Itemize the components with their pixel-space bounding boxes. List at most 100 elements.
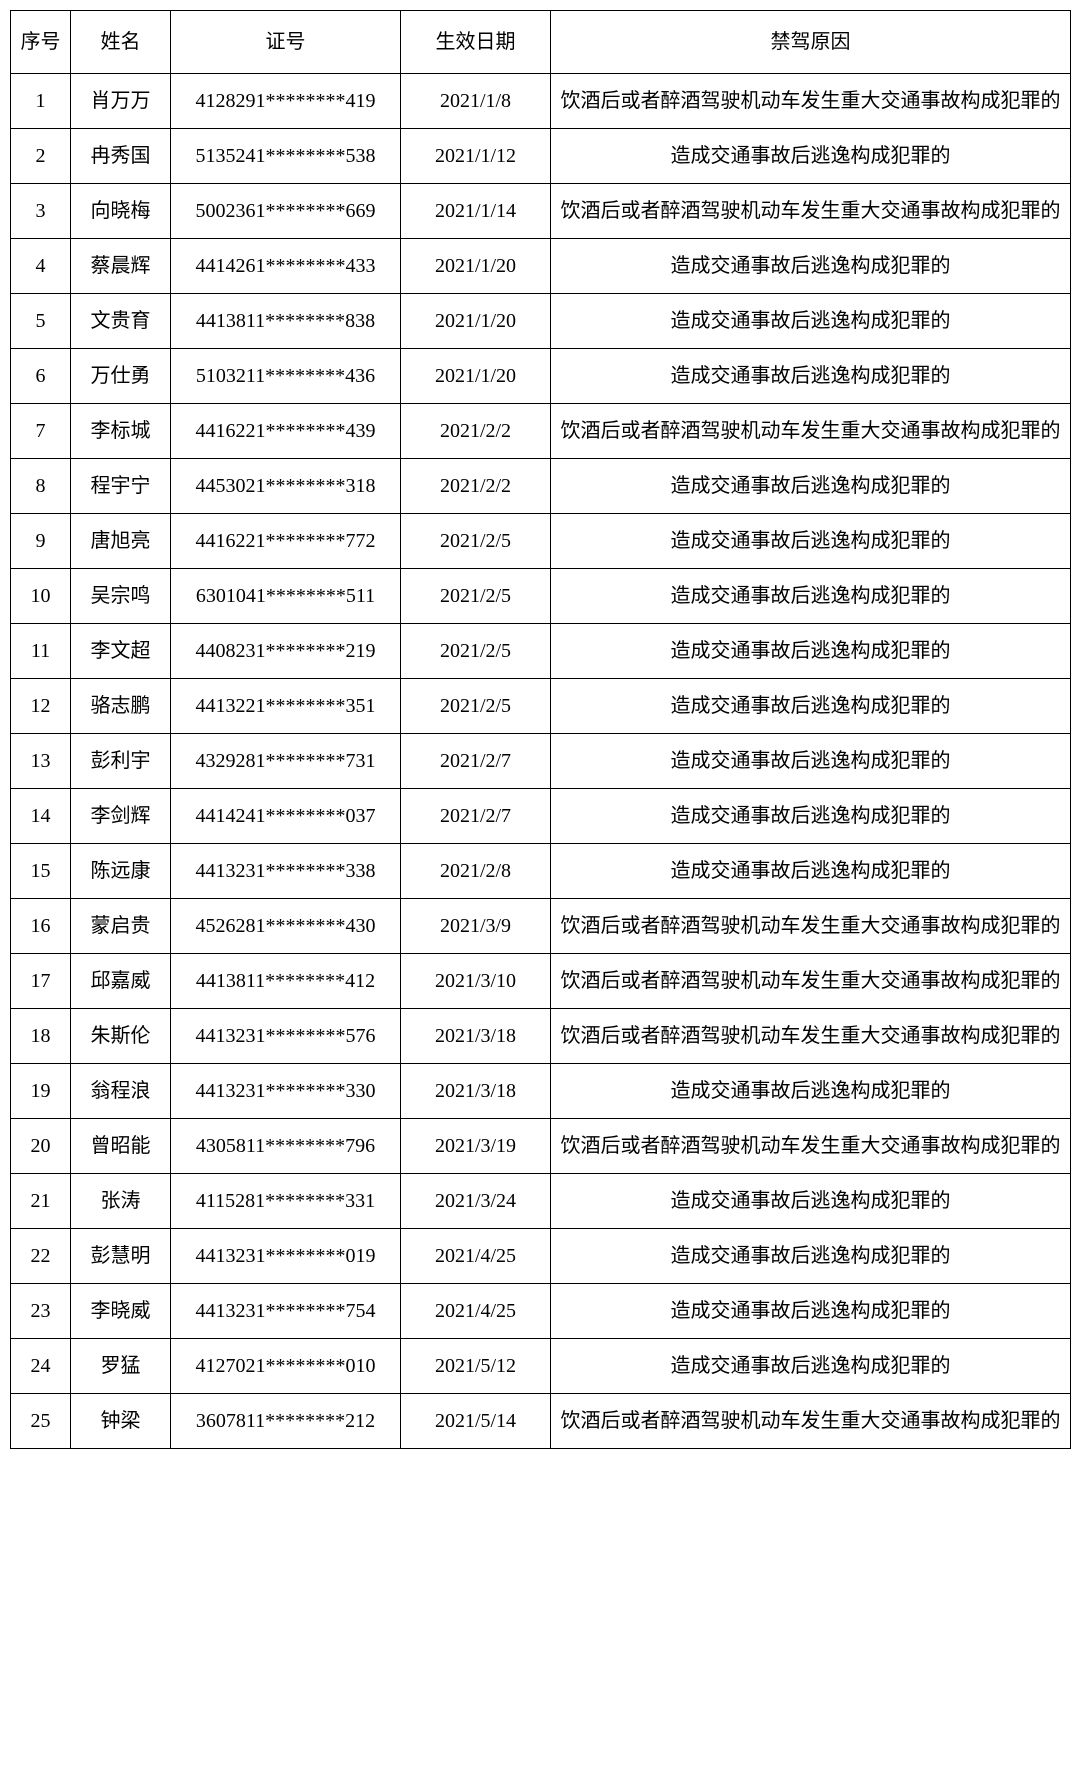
table-row: 16蒙启贵4526281********4302021/3/9饮酒后或者醉酒驾驶…: [11, 899, 1071, 954]
table-row: 3向晓梅5002361********6692021/1/14饮酒后或者醉酒驾驶…: [11, 184, 1071, 239]
cell-index: 23: [11, 1284, 71, 1339]
cell-reason: 造成交通事故后逃逸构成犯罪的: [551, 734, 1071, 789]
cell-id: 4416221********439: [171, 404, 401, 459]
cell-reason: 造成交通事故后逃逸构成犯罪的: [551, 1284, 1071, 1339]
cell-index: 9: [11, 514, 71, 569]
cell-name: 翁程浪: [71, 1064, 171, 1119]
cell-index: 10: [11, 569, 71, 624]
table-row: 14李剑辉4414241********0372021/2/7造成交通事故后逃逸…: [11, 789, 1071, 844]
cell-reason: 造成交通事故后逃逸构成犯罪的: [551, 239, 1071, 294]
cell-id: 4413231********576: [171, 1009, 401, 1064]
cell-index: 17: [11, 954, 71, 1009]
table-row: 17邱嘉威4413811********4122021/3/10饮酒后或者醉酒驾…: [11, 954, 1071, 1009]
cell-reason: 造成交通事故后逃逸构成犯罪的: [551, 569, 1071, 624]
cell-name: 钟梁: [71, 1394, 171, 1449]
cell-name: 李文超: [71, 624, 171, 679]
cell-id: 4413231********754: [171, 1284, 401, 1339]
table-row: 23李晓威4413231********7542021/4/25造成交通事故后逃…: [11, 1284, 1071, 1339]
cell-date: 2021/1/8: [401, 74, 551, 129]
cell-reason: 造成交通事故后逃逸构成犯罪的: [551, 1229, 1071, 1284]
cell-index: 8: [11, 459, 71, 514]
cell-name: 邱嘉威: [71, 954, 171, 1009]
cell-id: 4414241********037: [171, 789, 401, 844]
cell-reason: 造成交通事故后逃逸构成犯罪的: [551, 129, 1071, 184]
cell-index: 15: [11, 844, 71, 899]
cell-id: 4128291********419: [171, 74, 401, 129]
cell-date: 2021/3/19: [401, 1119, 551, 1174]
driving-ban-table: 序号 姓名 证号 生效日期 禁驾原因 1肖万万4128291********41…: [10, 10, 1071, 1449]
cell-index: 6: [11, 349, 71, 404]
cell-reason: 造成交通事故后逃逸构成犯罪的: [551, 459, 1071, 514]
cell-id: 4526281********430: [171, 899, 401, 954]
cell-index: 12: [11, 679, 71, 734]
cell-name: 万仕勇: [71, 349, 171, 404]
table-row: 18朱斯伦4413231********5762021/3/18饮酒后或者醉酒驾…: [11, 1009, 1071, 1064]
cell-name: 冉秀国: [71, 129, 171, 184]
cell-date: 2021/2/7: [401, 789, 551, 844]
cell-index: 2: [11, 129, 71, 184]
cell-name: 肖万万: [71, 74, 171, 129]
cell-id: 3607811********212: [171, 1394, 401, 1449]
col-index: 序号: [11, 11, 71, 74]
cell-name: 文贵育: [71, 294, 171, 349]
cell-name: 蔡晨辉: [71, 239, 171, 294]
cell-reason: 造成交通事故后逃逸构成犯罪的: [551, 624, 1071, 679]
cell-date: 2021/2/5: [401, 569, 551, 624]
cell-date: 2021/3/10: [401, 954, 551, 1009]
cell-date: 2021/1/20: [401, 239, 551, 294]
cell-date: 2021/5/12: [401, 1339, 551, 1394]
cell-date: 2021/2/8: [401, 844, 551, 899]
cell-reason: 饮酒后或者醉酒驾驶机动车发生重大交通事故构成犯罪的: [551, 1119, 1071, 1174]
table-row: 6万仕勇5103211********4362021/1/20造成交通事故后逃逸…: [11, 349, 1071, 404]
cell-index: 20: [11, 1119, 71, 1174]
cell-index: 4: [11, 239, 71, 294]
table-row: 21张涛4115281********3312021/3/24造成交通事故后逃逸…: [11, 1174, 1071, 1229]
cell-name: 彭利宇: [71, 734, 171, 789]
cell-name: 骆志鹏: [71, 679, 171, 734]
cell-id: 4115281********331: [171, 1174, 401, 1229]
col-id: 证号: [171, 11, 401, 74]
cell-id: 4408231********219: [171, 624, 401, 679]
table-row: 10吴宗鸣6301041********5112021/2/5造成交通事故后逃逸…: [11, 569, 1071, 624]
cell-reason: 饮酒后或者醉酒驾驶机动车发生重大交通事故构成犯罪的: [551, 1009, 1071, 1064]
cell-id: 4329281********731: [171, 734, 401, 789]
table-row: 24罗猛4127021********0102021/5/12造成交通事故后逃逸…: [11, 1339, 1071, 1394]
cell-date: 2021/2/5: [401, 624, 551, 679]
cell-date: 2021/2/5: [401, 514, 551, 569]
cell-name: 彭慧明: [71, 1229, 171, 1284]
cell-name: 陈远康: [71, 844, 171, 899]
table-row: 25钟梁3607811********2122021/5/14饮酒后或者醉酒驾驶…: [11, 1394, 1071, 1449]
cell-index: 24: [11, 1339, 71, 1394]
cell-date: 2021/3/18: [401, 1009, 551, 1064]
cell-date: 2021/2/2: [401, 404, 551, 459]
cell-name: 唐旭亮: [71, 514, 171, 569]
cell-reason: 饮酒后或者醉酒驾驶机动车发生重大交通事故构成犯罪的: [551, 954, 1071, 1009]
cell-date: 2021/1/12: [401, 129, 551, 184]
cell-index: 22: [11, 1229, 71, 1284]
table-header: 序号 姓名 证号 生效日期 禁驾原因: [11, 11, 1071, 74]
table-row: 12骆志鹏4413221********3512021/2/5造成交通事故后逃逸…: [11, 679, 1071, 734]
cell-reason: 造成交通事故后逃逸构成犯罪的: [551, 789, 1071, 844]
cell-name: 曾昭能: [71, 1119, 171, 1174]
cell-id: 5135241********538: [171, 129, 401, 184]
col-name: 姓名: [71, 11, 171, 74]
cell-reason: 造成交通事故后逃逸构成犯罪的: [551, 294, 1071, 349]
cell-index: 14: [11, 789, 71, 844]
cell-id: 4127021********010: [171, 1339, 401, 1394]
cell-date: 2021/5/14: [401, 1394, 551, 1449]
cell-name: 李标城: [71, 404, 171, 459]
cell-name: 朱斯伦: [71, 1009, 171, 1064]
cell-date: 2021/1/14: [401, 184, 551, 239]
table-row: 9唐旭亮4416221********7722021/2/5造成交通事故后逃逸构…: [11, 514, 1071, 569]
table-row: 22彭慧明4413231********0192021/4/25造成交通事故后逃…: [11, 1229, 1071, 1284]
cell-name: 张涛: [71, 1174, 171, 1229]
cell-name: 程宇宁: [71, 459, 171, 514]
cell-id: 4414261********433: [171, 239, 401, 294]
cell-reason: 饮酒后或者醉酒驾驶机动车发生重大交通事故构成犯罪的: [551, 184, 1071, 239]
cell-date: 2021/1/20: [401, 294, 551, 349]
cell-index: 19: [11, 1064, 71, 1119]
table-row: 15陈远康4413231********3382021/2/8造成交通事故后逃逸…: [11, 844, 1071, 899]
cell-id: 4413811********412: [171, 954, 401, 1009]
cell-id: 4413231********019: [171, 1229, 401, 1284]
cell-index: 11: [11, 624, 71, 679]
